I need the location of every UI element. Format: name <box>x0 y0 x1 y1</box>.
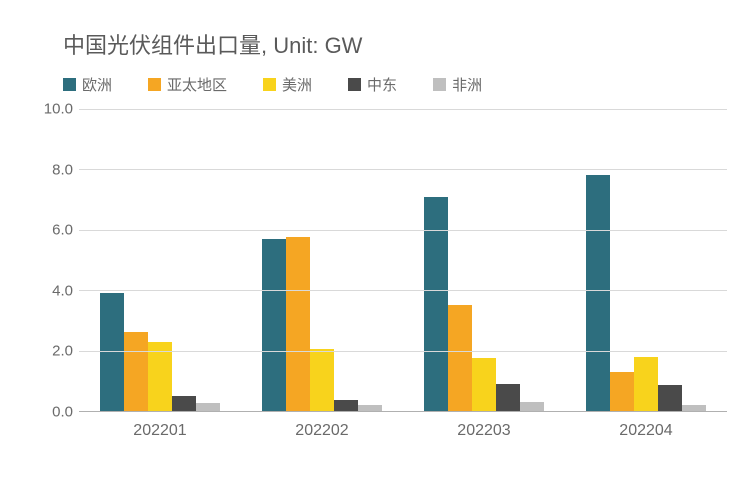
legend-label: 亚太地区 <box>167 74 227 95</box>
legend-swatch-icon <box>263 78 276 91</box>
bar <box>196 403 220 411</box>
bar-group <box>241 109 403 411</box>
y-tick-label: 2.0 <box>52 343 73 360</box>
legend-label: 非洲 <box>452 74 482 95</box>
y-tick-label: 8.0 <box>52 161 73 178</box>
bar-group <box>565 109 727 411</box>
chart-y-axis: 0.02.04.06.08.010.0 <box>37 109 79 412</box>
legend-swatch-icon <box>63 78 76 91</box>
bar <box>358 405 382 411</box>
legend-label: 中东 <box>367 74 397 95</box>
bar <box>496 384 520 411</box>
legend-item: 亚太地区 <box>148 74 227 95</box>
pv-export-chart: 中国光伏组件出口量, Unit: GW 欧洲 亚太地区 美洲 中东 非洲 0.0 2.0 4… <box>0 0 750 500</box>
legend-swatch-icon <box>433 78 446 91</box>
legend-item: 美洲 <box>263 74 312 95</box>
bar <box>682 405 706 411</box>
bar <box>586 175 610 411</box>
bar <box>286 237 310 411</box>
chart-legend: 欧洲 亚太地区 美洲 中东 非洲 <box>63 74 730 95</box>
gridline <box>79 169 727 170</box>
bar <box>262 239 286 411</box>
bar <box>658 385 682 411</box>
x-tick-label: 202204 <box>565 416 727 444</box>
bar <box>520 402 544 411</box>
bar-group <box>79 109 241 411</box>
y-tick-label: 6.0 <box>52 222 73 239</box>
gridline <box>79 351 727 352</box>
legend-item: 中东 <box>348 74 397 95</box>
gridline <box>79 109 727 110</box>
x-tick-label: 202202 <box>241 416 403 444</box>
chart-plot-area: 0.02.04.06.08.010.0 20220120220220220320… <box>37 109 727 444</box>
bar <box>472 358 496 411</box>
gridline <box>79 230 727 231</box>
bar <box>448 305 472 411</box>
chart-grid <box>79 109 727 412</box>
chart-bar-groups <box>79 109 727 411</box>
y-tick-label: 4.0 <box>52 282 73 299</box>
bar <box>424 197 448 411</box>
chart-x-axis: 202201202202202203202204 <box>79 416 727 444</box>
chart-title: 中国光伏组件出口量, Unit: GW <box>63 28 730 60</box>
x-tick-label: 202201 <box>79 416 241 444</box>
gridline <box>79 290 727 291</box>
bar <box>310 349 334 411</box>
bar <box>334 400 358 411</box>
bar <box>634 357 658 411</box>
legend-swatch-icon <box>348 78 361 91</box>
bar <box>148 342 172 411</box>
x-tick-label: 202203 <box>403 416 565 444</box>
legend-label: 欧洲 <box>82 74 112 95</box>
bar <box>172 396 196 411</box>
y-tick-label: 10.0 <box>44 101 73 118</box>
legend-item: 非洲 <box>433 74 482 95</box>
y-tick-label: 0.0 <box>52 404 73 421</box>
legend-label: 美洲 <box>282 74 312 95</box>
bar <box>100 293 124 411</box>
legend-item: 欧洲 <box>63 74 112 95</box>
bar <box>124 332 148 411</box>
bar-group <box>403 109 565 411</box>
legend-swatch-icon <box>148 78 161 91</box>
bar <box>610 372 634 411</box>
